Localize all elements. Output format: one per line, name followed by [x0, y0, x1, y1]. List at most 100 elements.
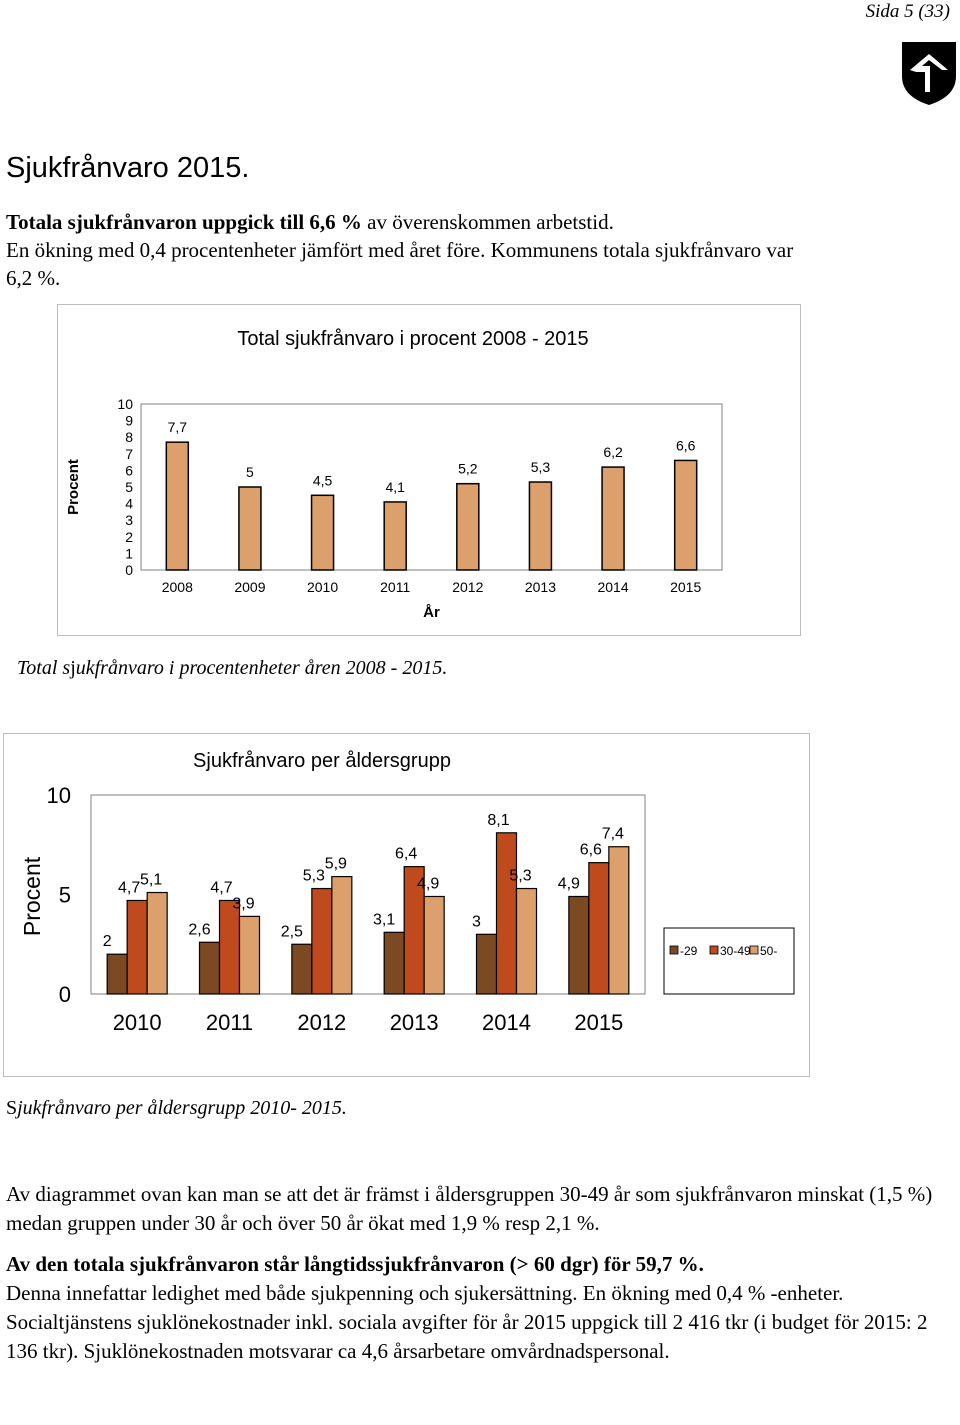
x-tick-label: 2010	[113, 1010, 162, 1035]
data-label: 8,1	[487, 812, 509, 829]
bar-3049	[311, 887, 333, 995]
data-label: 5,3	[509, 868, 531, 885]
data-label: 6,6	[676, 437, 696, 453]
chart-title: Sjukfrånvaro per åldersgrupp	[193, 750, 451, 772]
y-axis-label: Procent	[65, 459, 82, 515]
plot-area	[90, 794, 646, 995]
bar	[383, 501, 407, 571]
data-label: 5,2	[458, 461, 478, 477]
data-label: 3,9	[232, 895, 254, 912]
bar-3049	[126, 899, 148, 995]
legend-label: 30-49	[720, 944, 751, 958]
chart2-caption: Sjukfrånvaro per åldersgrupp 2010- 2015.	[6, 1097, 347, 1119]
x-tick-label: 2013	[525, 579, 556, 595]
agegroup-sickness-chart: Sjukfrånvaro per åldersgrupp Procent 0 5 10 2…	[19, 750, 795, 1035]
page-number: Sida 5 (33)	[865, 1, 950, 22]
x-tick-label: 2009	[234, 579, 265, 595]
bar-29	[198, 941, 221, 995]
y-tick-label: 8	[125, 429, 133, 445]
y-axis-label: Procent	[19, 856, 45, 936]
data-label: 3,1	[373, 911, 395, 928]
chart-title: Total sjukfrånvaro i procent 2008 - 2015	[237, 328, 588, 350]
bar-50	[331, 875, 353, 995]
data-label: 5,1	[140, 872, 162, 889]
bar-3049	[218, 899, 241, 995]
body-text: Av diagrammet ovan kan man se att det är…	[6, 1180, 936, 1366]
intro-line1: av överenskommen arbetstid.	[361, 210, 614, 234]
total-chart-frame: Total sjukfrånvaro i procent 2008 - 2015…	[57, 304, 801, 636]
bar-50	[423, 895, 445, 995]
data-label: 6,4	[395, 846, 417, 863]
total-sickness-chart: Total sjukfrånvaro i procent 2008 - 2015…	[65, 328, 723, 621]
y-tick-label: 2	[125, 529, 133, 545]
data-label: 4,9	[558, 875, 580, 892]
bar	[238, 486, 262, 571]
bar-29	[568, 895, 590, 995]
y-tick-label: 1	[125, 545, 133, 561]
legend-label: 50-	[760, 944, 777, 958]
data-label: 4,7	[210, 879, 232, 896]
data-label: 5,3	[303, 868, 325, 885]
y-tick-label: 7	[125, 446, 133, 462]
x-tick-label: 2013	[390, 1010, 439, 1035]
paragraph-costs: Socialtjänstens sjuklönekostnader inkl. …	[6, 1310, 928, 1363]
y-tick-label: 3	[125, 512, 133, 528]
bar-50	[146, 891, 168, 995]
bar-29	[475, 933, 498, 995]
y-tick-label: 5	[59, 883, 71, 908]
data-label: 7,7	[168, 419, 188, 435]
data-label: 4,7	[118, 879, 140, 896]
municipality-logo-icon	[902, 42, 956, 105]
y-tick-label: 6	[125, 462, 133, 478]
bar-3049	[495, 832, 518, 995]
y-tick-label: 9	[125, 413, 133, 429]
intro-line3: 6,2 %.	[6, 266, 61, 290]
bar	[456, 482, 480, 571]
x-tick-label: 2015	[670, 579, 701, 595]
x-tick-label: 2012	[452, 579, 483, 595]
bar-29	[383, 931, 405, 995]
x-tick-label: 2014	[597, 579, 628, 595]
data-label: 4,1	[385, 479, 405, 495]
data-label: 5,3	[531, 459, 551, 475]
agegroup-chart-frame: Sjukfrånvaro per åldersgrupp Procent 0 5 10 2…	[3, 733, 810, 1077]
x-tick-label: 2014	[482, 1010, 531, 1035]
x-tick-label: 2011	[206, 1010, 253, 1035]
data-label: 2,6	[188, 921, 210, 938]
x-tick-label: 2010	[307, 579, 338, 595]
y-tick-label: 4	[125, 496, 133, 512]
bar-50	[515, 887, 538, 995]
x-tick-label: 2015	[574, 1010, 623, 1035]
bar-29	[106, 953, 128, 995]
data-label: 4,5	[313, 472, 333, 488]
intro-text: Totala sjukfrånvaron uppgick till 6,6 % …	[6, 208, 906, 292]
legend-swatch	[749, 945, 759, 955]
data-label: 4,9	[417, 875, 439, 892]
x-axis-label: År	[423, 604, 440, 621]
x-tick-label: 2008	[162, 579, 193, 595]
data-label: 3	[472, 913, 481, 930]
legend-swatch	[709, 945, 719, 955]
bar-50	[238, 915, 261, 995]
data-label: 2	[103, 933, 112, 950]
data-label: 6,2	[603, 444, 623, 460]
bar	[673, 459, 698, 571]
bar	[528, 481, 553, 571]
y-tick-label: 0	[59, 982, 71, 1007]
y-tick-label: 5	[125, 479, 133, 495]
data-label: 5,9	[325, 856, 347, 873]
data-label: 6,6	[580, 842, 602, 859]
chart1-caption: Total sjukfrånvaro i procentenheter åren…	[17, 657, 448, 679]
bar-3049	[588, 862, 610, 995]
page-title: Sjukfrånvaro 2015.	[6, 152, 250, 184]
y-tick-label: 10	[47, 783, 71, 808]
bar	[601, 466, 625, 571]
x-tick-label: 2011	[380, 579, 410, 595]
x-tick-label: 2012	[297, 1010, 346, 1035]
intro-bold: Totala sjukfrånvaron uppgick till 6,6 %	[6, 210, 362, 234]
data-label: 5	[246, 464, 254, 480]
y-tick-label: 10	[117, 396, 133, 412]
legend-swatch	[669, 945, 679, 955]
bar-29	[291, 943, 313, 995]
legend-box	[663, 927, 795, 995]
